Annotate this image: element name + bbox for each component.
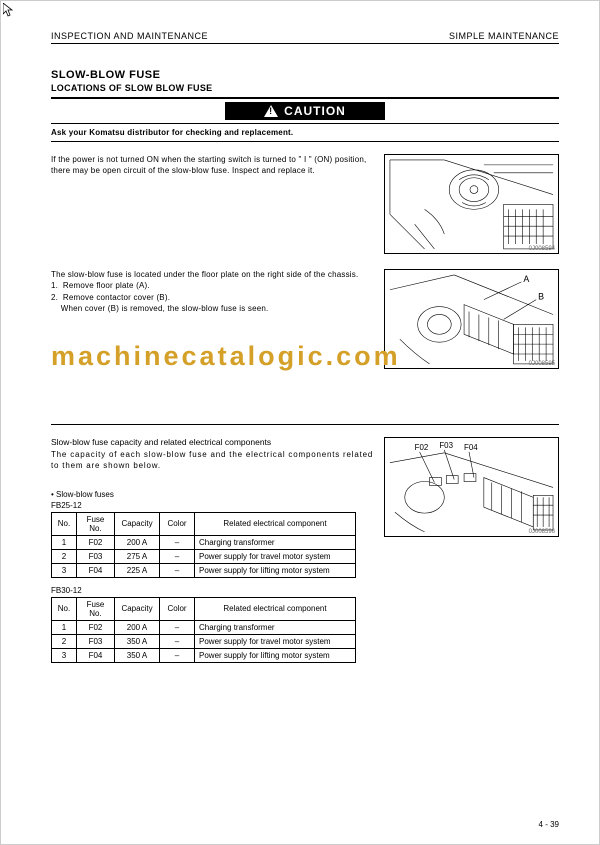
table-row: 3F04350 A–Power supply for lifting motor…	[52, 648, 356, 662]
table-section-title: Slow-blow fuse capacity and related elec…	[51, 437, 374, 447]
page-header: INSPECTION AND MAINTENANCE SIMPLE MAINTE…	[51, 31, 559, 44]
table-row: 3F04225 A–Power supply for lifting motor…	[52, 563, 356, 577]
caution-banner: CAUTION	[225, 102, 385, 120]
svg-text:F02: F02	[415, 443, 429, 452]
warning-icon	[264, 105, 278, 117]
mechanical-diagram-icon: F02 F03 F04	[385, 438, 558, 537]
mechanical-diagram-icon: A B	[385, 270, 558, 369]
section-subtitle: LOCATIONS OF SLOW BLOW FUSE	[51, 83, 559, 93]
content-block-1: If the power is not turned ON when the s…	[51, 154, 559, 254]
table-section: Slow-blow fuse capacity and related elec…	[51, 437, 374, 662]
image-id: 0J008596	[529, 529, 555, 535]
svg-text:B: B	[538, 292, 544, 302]
th-color: Color	[160, 597, 195, 620]
page-number: 4 - 39	[539, 820, 559, 829]
para3-text: The capacity of each slow-blow fuse and …	[51, 449, 374, 471]
caution-text: Ask your Komatsu distributor for checkin…	[51, 127, 559, 138]
caution-label: CAUTION	[284, 104, 346, 118]
table2-label: FB30-12	[51, 586, 374, 595]
step-3: When cover (B) is removed, the slow-blow…	[51, 303, 374, 314]
th-component: Related electrical component	[195, 597, 356, 620]
fuse-table-1: No. Fuse No. Capacity Color Related elec…	[51, 512, 356, 578]
th-fuse: Fuse No.	[77, 512, 115, 535]
step-2: 2. Remove contactor cover (B).	[51, 292, 374, 303]
diagram-image-3: F02 F03 F04	[384, 437, 559, 537]
th-color: Color	[160, 512, 195, 535]
th-no: No.	[52, 512, 77, 535]
image-id: 0J008594	[529, 246, 555, 252]
divider	[51, 97, 559, 99]
fuse-table-2: No. Fuse No. Capacity Color Related elec…	[51, 597, 356, 663]
mechanical-diagram-icon	[385, 155, 558, 254]
paragraph-1: If the power is not turned ON when the s…	[51, 154, 374, 254]
content-block-3: Slow-blow fuse capacity and related elec…	[51, 437, 559, 662]
table-row: 1F02200 A–Charging transformer	[52, 535, 356, 549]
svg-text:F04: F04	[464, 443, 478, 452]
svg-text:A: A	[523, 274, 529, 284]
para2-intro: The slow-blow fuse is located under the …	[51, 269, 374, 280]
th-component: Related electrical component	[195, 512, 356, 535]
section-title: SLOW-BLOW FUSE	[51, 69, 559, 81]
document-page: INSPECTION AND MAINTENANCE SIMPLE MAINTE…	[1, 1, 599, 693]
divider	[51, 141, 559, 142]
th-capacity: Capacity	[115, 597, 160, 620]
th-capacity: Capacity	[115, 512, 160, 535]
divider	[51, 424, 559, 425]
bullet-label: • Slow-blow fuses	[51, 490, 374, 499]
divider	[51, 123, 559, 124]
th-no: No.	[52, 597, 77, 620]
table-row: 1F02200 A–Charging transformer	[52, 620, 356, 634]
watermark: machinecatalogic.com	[51, 341, 401, 372]
cursor-icon	[3, 3, 15, 20]
svg-text:F03: F03	[439, 441, 453, 450]
header-right: SIMPLE MAINTENANCE	[449, 31, 559, 41]
table-header-row: No. Fuse No. Capacity Color Related elec…	[52, 597, 356, 620]
header-left: INSPECTION AND MAINTENANCE	[51, 31, 208, 41]
table-header-row: No. Fuse No. Capacity Color Related elec…	[52, 512, 356, 535]
table1-label: FB25-12	[51, 501, 374, 510]
step-1: 1. Remove floor plate (A).	[51, 280, 374, 291]
table-row: 2F03350 A–Power supply for travel motor …	[52, 634, 356, 648]
diagram-image-1: 0J008594	[384, 154, 559, 254]
image-id: 0J008595	[529, 361, 555, 367]
table-row: 2F03275 A–Power supply for travel motor …	[52, 549, 356, 563]
th-fuse: Fuse No.	[77, 597, 115, 620]
diagram-image-2: A B 0J008595	[384, 269, 559, 369]
